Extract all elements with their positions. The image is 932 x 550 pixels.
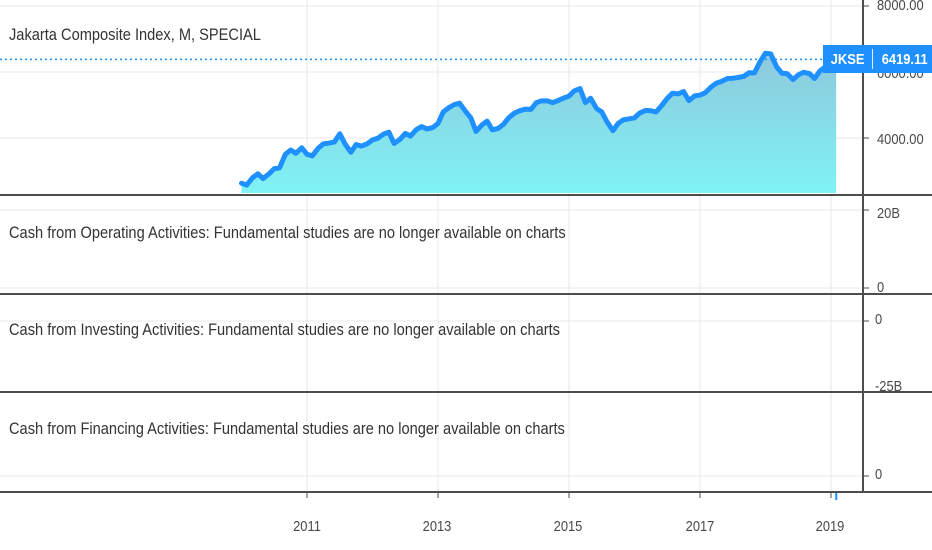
y-tick-label: 8000.00 bbox=[877, 0, 924, 14]
x-tick-label: 2017 bbox=[685, 518, 715, 535]
x-tick-label: 2013 bbox=[422, 518, 452, 535]
series-line-jkse bbox=[239, 50, 839, 188]
price-axis-separator bbox=[862, 0, 864, 493]
pane-axis-label: -25B bbox=[875, 378, 903, 395]
pane-title-financing: Cash from Financing Activities: Fundamen… bbox=[9, 419, 565, 438]
badge-divider bbox=[872, 49, 874, 70]
badge-value: 6419.11 bbox=[881, 50, 928, 68]
area-fill bbox=[241, 53, 837, 194]
time-axis-separator bbox=[0, 491, 932, 493]
last-price-badge: JKSE 6419.11 bbox=[823, 45, 932, 74]
pane-title-operating: Cash from Operating Activities: Fundamen… bbox=[9, 223, 566, 242]
current-date-marker bbox=[835, 492, 838, 500]
pane-title-investing: Cash from Investing Activities: Fundamen… bbox=[9, 320, 560, 339]
pane-axis-label: 0 bbox=[877, 279, 885, 296]
chart-title: Jakarta Composite Index, M, SPECIAL bbox=[9, 25, 261, 44]
pane-axis-label: 20B bbox=[877, 205, 900, 222]
x-tick-label: 2015 bbox=[553, 518, 583, 535]
pane-separator bbox=[0, 391, 932, 393]
x-tick-label: 2011 bbox=[293, 518, 321, 535]
pane-separator bbox=[0, 194, 932, 196]
badge-symbol: JKSE bbox=[830, 50, 865, 68]
pane-separator bbox=[0, 293, 932, 295]
pane-axis-label: 0 bbox=[875, 466, 883, 483]
pane-axis-label: 0 bbox=[875, 311, 883, 328]
y-tick-label: 4000.00 bbox=[877, 131, 924, 148]
x-tick-label: 2019 bbox=[815, 518, 845, 535]
